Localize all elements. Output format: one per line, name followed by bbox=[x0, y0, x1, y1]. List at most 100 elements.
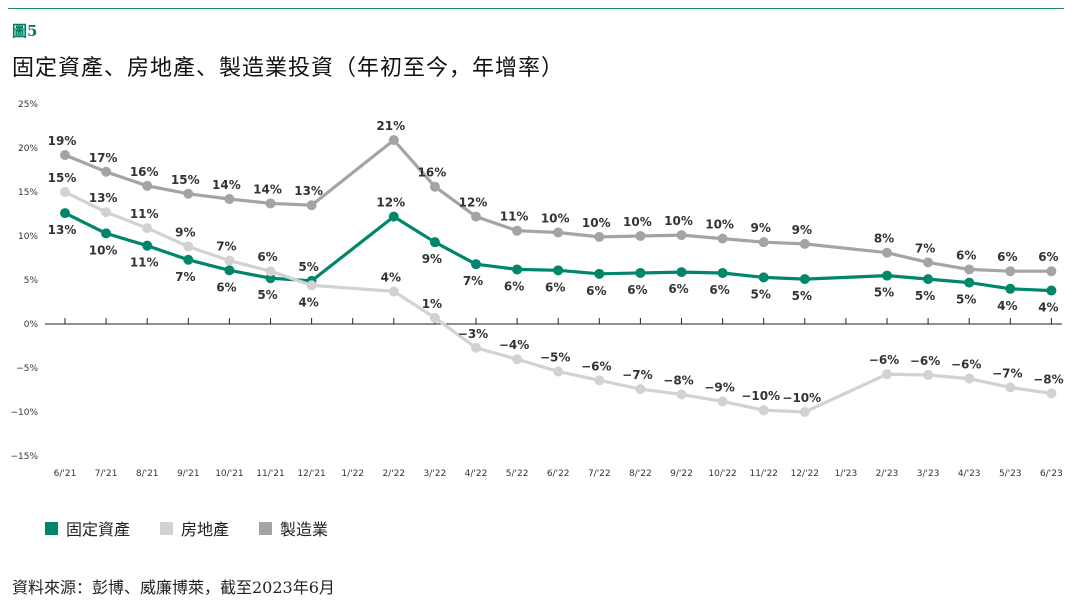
data-label: 14% bbox=[212, 178, 241, 192]
data-label: 9% bbox=[751, 221, 771, 235]
data-point bbox=[388, 286, 399, 297]
data-label: 10% bbox=[705, 218, 734, 232]
data-label: 13% bbox=[89, 191, 118, 205]
data-point bbox=[923, 274, 934, 285]
y-tick-label: −5% bbox=[16, 364, 38, 374]
x-tick-label: 1/'23 bbox=[835, 469, 858, 479]
data-label: 6% bbox=[545, 280, 565, 294]
data-label: −4% bbox=[499, 338, 529, 352]
data-label: 7% bbox=[216, 240, 236, 254]
data-label: 13% bbox=[294, 184, 323, 198]
data-point bbox=[1046, 388, 1057, 399]
data-point bbox=[101, 207, 112, 218]
data-point bbox=[594, 375, 605, 386]
data-label: 8% bbox=[874, 232, 894, 246]
data-point bbox=[882, 369, 892, 380]
data-label: −5% bbox=[540, 351, 570, 365]
data-point bbox=[429, 181, 440, 192]
data-label: 11% bbox=[130, 207, 159, 221]
data-point bbox=[265, 273, 276, 284]
y-tick-label: −10% bbox=[10, 408, 38, 418]
data-label: 7% bbox=[915, 241, 935, 255]
data-label: 5% bbox=[298, 260, 318, 274]
data-label: 5% bbox=[874, 286, 894, 300]
data-point bbox=[799, 274, 810, 285]
legend-swatch-manufacturing bbox=[259, 521, 273, 535]
data-label: 17% bbox=[89, 151, 118, 165]
data-point bbox=[388, 135, 399, 146]
x-tick-label: 6/'23 bbox=[1040, 469, 1063, 479]
data-point bbox=[224, 255, 235, 266]
data-label: −6% bbox=[951, 358, 981, 372]
data-label: 10% bbox=[623, 215, 652, 229]
data-label: 6% bbox=[709, 283, 729, 297]
data-label: 11% bbox=[500, 210, 529, 224]
data-label: 19% bbox=[48, 134, 77, 148]
legend-swatch-real-estate bbox=[160, 521, 174, 535]
data-point bbox=[429, 237, 440, 248]
data-label: 14% bbox=[253, 182, 282, 196]
y-tick-label: 15% bbox=[18, 188, 38, 198]
data-label: −6% bbox=[581, 359, 611, 373]
data-label: 5% bbox=[792, 289, 812, 303]
data-point bbox=[1005, 266, 1016, 277]
series-line-3 bbox=[64, 138, 1052, 273]
data-point bbox=[1005, 283, 1016, 294]
x-tick-label: 11/'21 bbox=[256, 469, 284, 479]
data-point bbox=[882, 247, 892, 258]
x-tick-label: 3/'22 bbox=[424, 469, 447, 479]
data-label: 5% bbox=[257, 288, 277, 302]
x-tick-label: 3/'23 bbox=[917, 469, 940, 479]
data-label: 5% bbox=[751, 287, 771, 301]
legend-item-fixed-assets: 固定資產 bbox=[45, 516, 130, 540]
data-point bbox=[594, 231, 605, 242]
data-label: 5% bbox=[956, 293, 976, 307]
data-point bbox=[101, 166, 112, 177]
x-tick-label: 6/'22 bbox=[547, 469, 570, 479]
data-point bbox=[758, 405, 769, 416]
data-point bbox=[758, 237, 769, 248]
data-point bbox=[717, 267, 728, 278]
data-point bbox=[553, 265, 564, 276]
data-point bbox=[512, 264, 523, 275]
data-label: 4% bbox=[997, 299, 1017, 313]
figure-label: 圖5 bbox=[12, 22, 38, 40]
x-tick-label: 4/'22 bbox=[465, 469, 488, 479]
data-label: 10% bbox=[582, 216, 611, 230]
x-tick-label: 9/'22 bbox=[670, 469, 693, 479]
data-point bbox=[224, 194, 235, 205]
data-point bbox=[224, 265, 235, 276]
data-label: −9% bbox=[704, 380, 734, 394]
data-label: 6% bbox=[257, 250, 277, 264]
data-label: 11% bbox=[130, 256, 159, 270]
legend: 固定資產 房地產 製造業 bbox=[45, 516, 328, 540]
data-point bbox=[964, 264, 975, 275]
data-point bbox=[101, 228, 112, 239]
x-tick-label: 5/'22 bbox=[506, 469, 529, 479]
data-point bbox=[142, 223, 153, 234]
data-point bbox=[964, 373, 975, 384]
data-label: −7% bbox=[622, 368, 652, 382]
x-tick-label: 7/'22 bbox=[588, 469, 611, 479]
data-label: −8% bbox=[1033, 373, 1063, 387]
x-tick-label: 6/'21 bbox=[54, 469, 77, 479]
x-tick-label: 11/'22 bbox=[749, 469, 777, 479]
data-label: 12% bbox=[376, 196, 405, 210]
data-point bbox=[1005, 382, 1016, 393]
data-point bbox=[306, 280, 317, 291]
data-label: −7% bbox=[992, 366, 1022, 380]
data-point bbox=[923, 257, 934, 268]
data-point bbox=[60, 150, 70, 161]
data-label: 6% bbox=[668, 282, 688, 296]
data-label: 9% bbox=[422, 252, 442, 266]
data-point bbox=[471, 211, 481, 222]
x-tick-label: 1/'22 bbox=[341, 469, 364, 479]
legend-item-real-estate: 房地產 bbox=[160, 516, 229, 540]
data-point bbox=[471, 342, 481, 353]
data-point bbox=[799, 407, 810, 417]
x-tick-label: 8/'21 bbox=[136, 469, 159, 479]
data-point bbox=[758, 272, 769, 283]
x-tick-label: 2/'23 bbox=[876, 469, 899, 479]
data-label: 6% bbox=[956, 248, 976, 262]
data-point bbox=[388, 211, 399, 222]
